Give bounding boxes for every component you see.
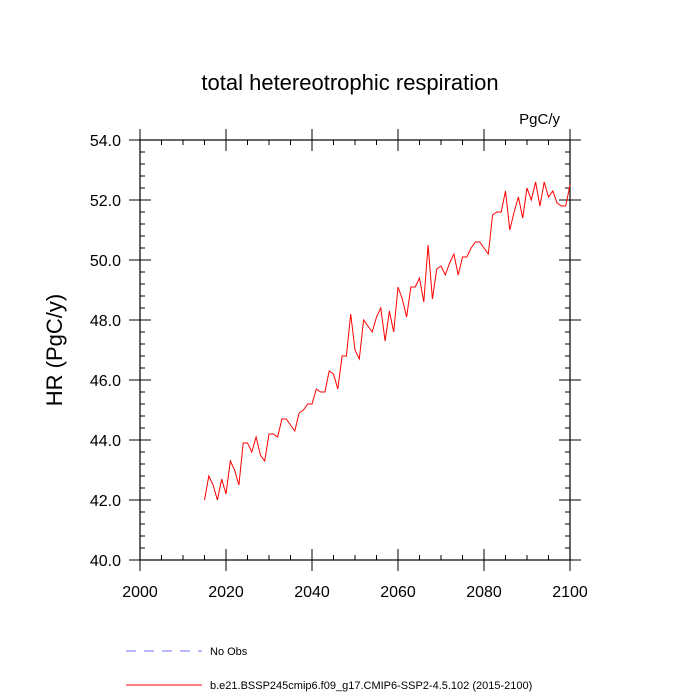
y-axis-label: HR (PgC/y) <box>42 294 67 406</box>
legend: No Obs b.e21.BSSP245cmip6.f09_g17.CMIP6-S… <box>126 646 532 692</box>
plot-area: 2000 2020 2040 2060 2080 2100 40.0 42.0 44.0 46.0… <box>90 129 588 601</box>
y-tick-label: 46.0 <box>90 373 121 390</box>
y-tick-label: 42.0 <box>90 493 121 510</box>
y-tick-label: 40.0 <box>90 553 121 570</box>
y-tick-label: 48.0 <box>90 313 121 330</box>
y-tick-label: 50.0 <box>90 253 121 270</box>
x-tick-label: 2000 <box>122 584 158 601</box>
y-tick-label: 44.0 <box>90 433 121 450</box>
y-tick-label: 54.0 <box>90 133 121 150</box>
x-tick-label: 2020 <box>208 584 244 601</box>
series-line-0 <box>204 181 571 501</box>
x-tick-label: 2100 <box>552 584 588 601</box>
x-tick-label: 2060 <box>380 584 416 601</box>
legend-label: b.e21.BSSP245cmip6.f09_g17.CMIP6-SSP2-4.… <box>210 680 532 692</box>
x-tick-label: 2040 <box>294 584 330 601</box>
x-tick-label: 2080 <box>466 584 502 601</box>
legend-label: No Obs <box>210 646 248 658</box>
y-tick-label: 52.0 <box>90 193 121 210</box>
chart-title: total hetereotrophic respiration <box>201 70 498 95</box>
units-label: PgC/y <box>519 111 560 128</box>
